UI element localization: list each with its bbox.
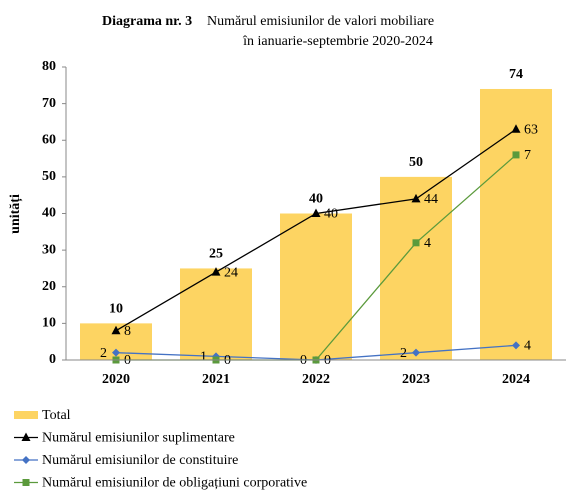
data-label: 63 [524,122,538,137]
bar-label: 74 [509,67,523,82]
chart-subtitle: Numărul emisiunilor de valori mobiliare [207,14,434,29]
marker [112,348,120,357]
marker [512,341,520,350]
y-tick-label: 60 [42,132,56,147]
y-tick-label: 80 [42,59,56,74]
marker [412,239,420,247]
marker [511,124,521,133]
legend-label: Numărul emisiunilor suplimentare [42,431,235,446]
data-label: 4 [424,236,431,251]
bar-label: 25 [209,247,223,262]
marker [211,267,221,276]
bar-label: 10 [109,302,123,317]
data-label: 4 [524,339,531,354]
data-label: 24 [224,265,238,280]
y-tick-label: 50 [42,169,56,184]
x-tick-label: 2020 [102,372,130,387]
y-axis-label: unități [8,194,23,234]
x-tick-label: 2022 [302,372,330,387]
data-label: 2 [100,346,107,361]
y-tick-label: 70 [42,96,56,111]
legend-label: Numărul emisiunilor de constituire [42,453,238,468]
bar-label: 50 [409,155,423,170]
data-label: 2 [400,346,407,361]
marker [412,348,420,357]
legend-label: Total [42,408,71,423]
bar [380,176,452,360]
legend-swatch [14,411,38,419]
data-label: 0 [300,353,307,368]
y-tick-label: 40 [42,206,56,221]
bar [480,88,552,360]
bar [280,213,352,360]
marker [512,151,520,159]
y-tick-label: 10 [42,316,56,331]
y-tick-label: 0 [49,352,56,367]
marker [22,479,30,486]
marker [111,325,121,335]
y-tick-label: 30 [42,242,56,257]
data-label: 44 [424,192,438,207]
bar-label: 40 [309,192,323,207]
legend-label: Numărul emisiunilor de obligațiuni corpo… [42,476,307,491]
data-label: 8 [124,324,131,339]
x-tick-label: 2023 [402,372,430,387]
bar [180,268,252,360]
chart-subtitle: în ianuarie-septembrie 2020-2024 [242,34,433,49]
marker [21,432,31,441]
y-tick-label: 20 [42,279,56,294]
marker [311,208,321,217]
data-label: 1 [200,350,207,365]
data-label: 40 [324,207,338,222]
data-label: 0 [324,353,331,368]
data-label: 7 [524,148,531,163]
data-label: 0 [224,353,231,368]
x-tick-label: 2021 [202,372,230,387]
marker [411,193,421,203]
data-label: 0 [124,353,131,368]
chart-title: Diagrama nr. 3 [102,14,192,29]
marker [22,456,30,464]
x-tick-label: 2024 [502,372,530,387]
